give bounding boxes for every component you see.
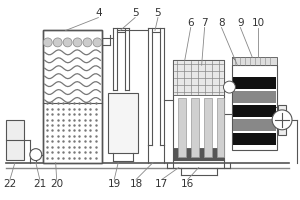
- Bar: [233, 77, 276, 89]
- Text: 10: 10: [252, 18, 265, 28]
- Text: 7: 7: [201, 18, 208, 28]
- Text: 9: 9: [237, 18, 244, 28]
- Bar: [43, 30, 102, 163]
- Text: 4: 4: [95, 8, 102, 18]
- Circle shape: [73, 38, 82, 47]
- Bar: [233, 105, 276, 117]
- Bar: [233, 119, 276, 131]
- Bar: [108, 93, 138, 153]
- Circle shape: [63, 38, 72, 47]
- Circle shape: [224, 81, 236, 93]
- Text: 17: 17: [155, 179, 169, 189]
- Text: 22: 22: [3, 179, 16, 189]
- Circle shape: [30, 149, 42, 161]
- Circle shape: [272, 110, 292, 130]
- Bar: [232, 65, 277, 150]
- Text: 16: 16: [181, 179, 194, 189]
- Circle shape: [43, 38, 52, 47]
- Text: 6: 6: [188, 18, 194, 28]
- Bar: [173, 60, 224, 95]
- Text: 5: 5: [154, 8, 161, 18]
- Bar: [191, 98, 199, 157]
- Circle shape: [93, 38, 102, 47]
- Text: 8: 8: [218, 18, 225, 28]
- Bar: [173, 60, 224, 160]
- Bar: [217, 98, 224, 157]
- Circle shape: [53, 38, 62, 47]
- Bar: [43, 30, 102, 163]
- Text: 18: 18: [130, 179, 143, 189]
- Text: 19: 19: [108, 179, 121, 189]
- Bar: [173, 148, 224, 160]
- Bar: [204, 98, 212, 157]
- Bar: [6, 120, 24, 160]
- Text: 5: 5: [132, 8, 138, 18]
- Text: 20: 20: [50, 179, 63, 189]
- Bar: [233, 91, 276, 103]
- Bar: [233, 133, 276, 145]
- Bar: [278, 105, 286, 135]
- Bar: [232, 57, 277, 65]
- Bar: [178, 98, 186, 157]
- Circle shape: [83, 38, 92, 47]
- Text: 21: 21: [33, 179, 46, 189]
